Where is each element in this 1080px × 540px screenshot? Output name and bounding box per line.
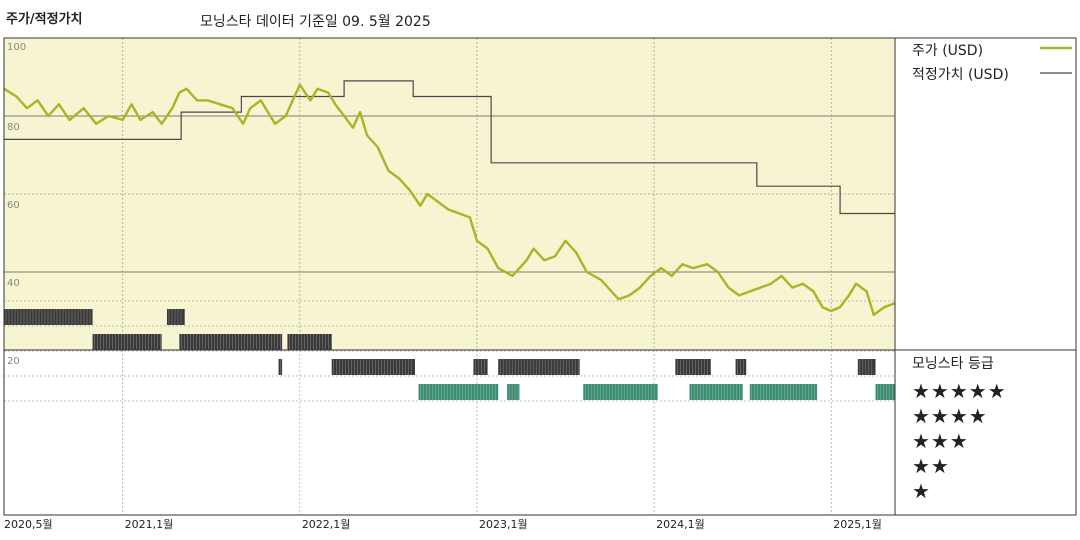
y-tick-label: 100	[7, 42, 26, 53]
y-tick-label: 40	[7, 278, 20, 289]
x-tick-label: 2022,1월	[302, 518, 351, 531]
rating-bar-2-star	[166, 309, 185, 325]
y-tick-label: 80	[7, 122, 20, 133]
rating-bar-4-star	[331, 359, 415, 375]
legend-fair-value-label: 적정가치 (USD)	[912, 67, 1009, 83]
rating-panel-title: 모닝스타 등급	[912, 356, 994, 372]
rating-row-4-stars: ★★★★	[912, 404, 988, 428]
x-tick-label: 2024,1월	[656, 518, 705, 531]
rating-bar-4-star	[278, 359, 283, 375]
x-tick-label: 2020,5월	[4, 518, 53, 531]
legend-fair-value: 적정가치 (USD)	[912, 64, 1009, 84]
rating-bar-3-star	[179, 334, 283, 350]
rating-bar-5-star	[583, 384, 658, 400]
rating-row-5-stars: ★★★★★	[912, 379, 1007, 403]
legend-price: 주가 (USD)	[912, 40, 983, 60]
rating-bar-3-star	[287, 334, 332, 350]
chart-frame	[3, 37, 1077, 516]
rating-bar-5-star	[507, 384, 520, 400]
y-tick-label: 20	[7, 356, 20, 367]
rating-bar-5-star	[418, 384, 499, 400]
rating-bar-4-star	[675, 359, 711, 375]
rating-row-1-star: ★	[912, 479, 931, 503]
price-line	[3, 83, 896, 317]
rating-bar-3-star	[92, 334, 162, 350]
rating-bar-5-star	[689, 384, 743, 400]
data-date-subtitle: 모닝스타 데이터 기준일 09. 5월 2025	[200, 14, 431, 30]
rating-bar-4-star	[498, 359, 580, 375]
rating-bar-2-star	[4, 309, 93, 325]
legend-price-label: 주가 (USD)	[912, 43, 984, 59]
chart-panel-title: 주가/적정가치	[6, 12, 83, 27]
rating-bar-4-star	[735, 359, 747, 375]
rating-bar-4-star	[857, 359, 876, 375]
y-tick-label: 60	[7, 200, 20, 211]
x-tick-label: 2023,1월	[479, 518, 528, 531]
rating-row-2-stars: ★★	[912, 454, 950, 478]
rating-bar-4-star	[473, 359, 488, 375]
rating-row-3-stars: ★★★	[912, 429, 969, 453]
rating-bar-5-star	[875, 384, 895, 400]
x-tick-label: 2025,1월	[833, 518, 882, 531]
rating-bar-5-star	[749, 384, 818, 400]
fair-value-line	[4, 80, 895, 215]
x-tick-label: 2021,1월	[125, 518, 174, 531]
